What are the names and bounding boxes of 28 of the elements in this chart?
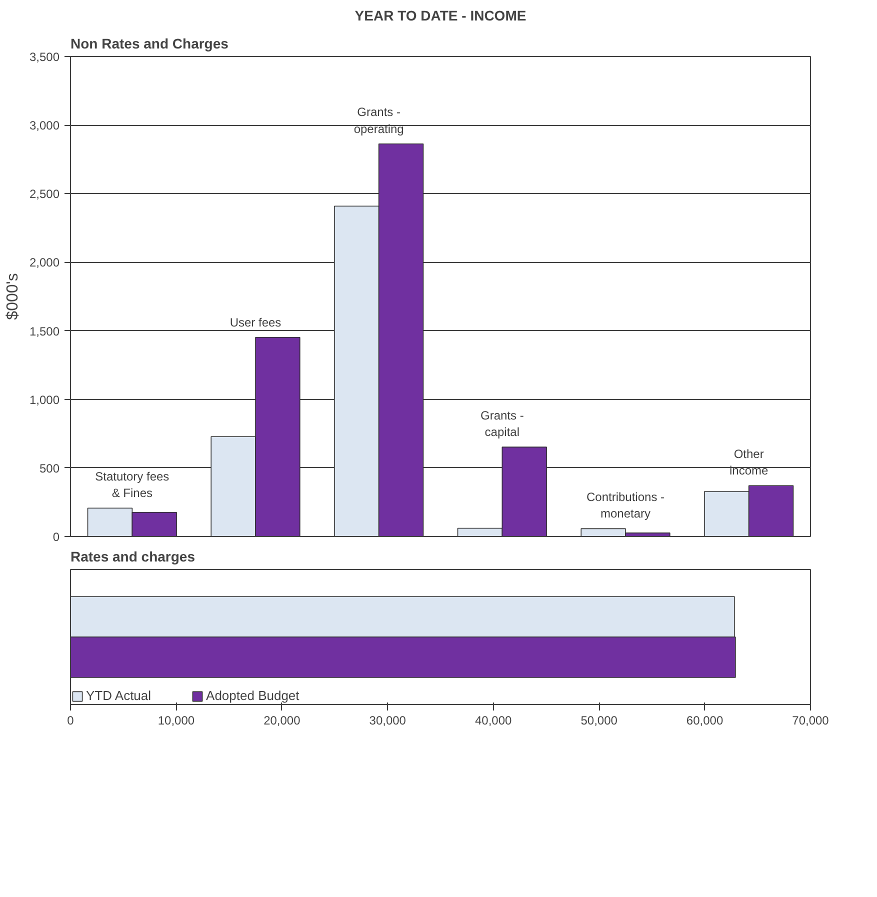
y-axis-title: $000's (4, 273, 22, 320)
y-tick-label: 1,000 (29, 392, 60, 407)
y-tick-label: 2,500 (29, 187, 60, 202)
x-tick-label: 40,000 (475, 714, 512, 728)
chart-title: YEAR TO DATE - INCOME (354, 8, 526, 24)
x-tick-label: 30,000 (369, 714, 406, 728)
x-tick-label: Statutory fees & Fines (95, 469, 170, 500)
chart-subtitle: Non Rates and Charges (70, 36, 229, 52)
y-tick-label: 0 (52, 530, 60, 544)
x-tick-label: 20,000 (264, 714, 301, 728)
x-tick-label: Grants - operating (354, 105, 404, 136)
chart-title: Rates and charges (70, 548, 196, 564)
y-tick-label: 2,000 (29, 256, 60, 270)
x-tick-label: User fees (230, 315, 282, 330)
x-tick-label: Contributions - monetary (586, 490, 665, 521)
x-tick-label: 0 (67, 714, 74, 728)
y-tick-label: 3,000 (29, 118, 60, 133)
x-tick-label: 60,000 (686, 714, 724, 728)
y-tick-label: 500 (39, 461, 60, 476)
y-tick-label: 3,500 (29, 50, 60, 64)
legend-label: YTD Actual (86, 688, 152, 703)
x-tick-label: Other income (729, 446, 768, 478)
x-tick-label: 50,000 (580, 714, 618, 728)
x-tick-label: 70,000 (792, 714, 830, 728)
legend-label: Adopted Budget (206, 688, 300, 703)
y-tick-label: 1,500 (29, 324, 60, 338)
x-tick-label: 10,000 (158, 714, 195, 728)
x-tick-label: Grants - capital (480, 408, 524, 440)
